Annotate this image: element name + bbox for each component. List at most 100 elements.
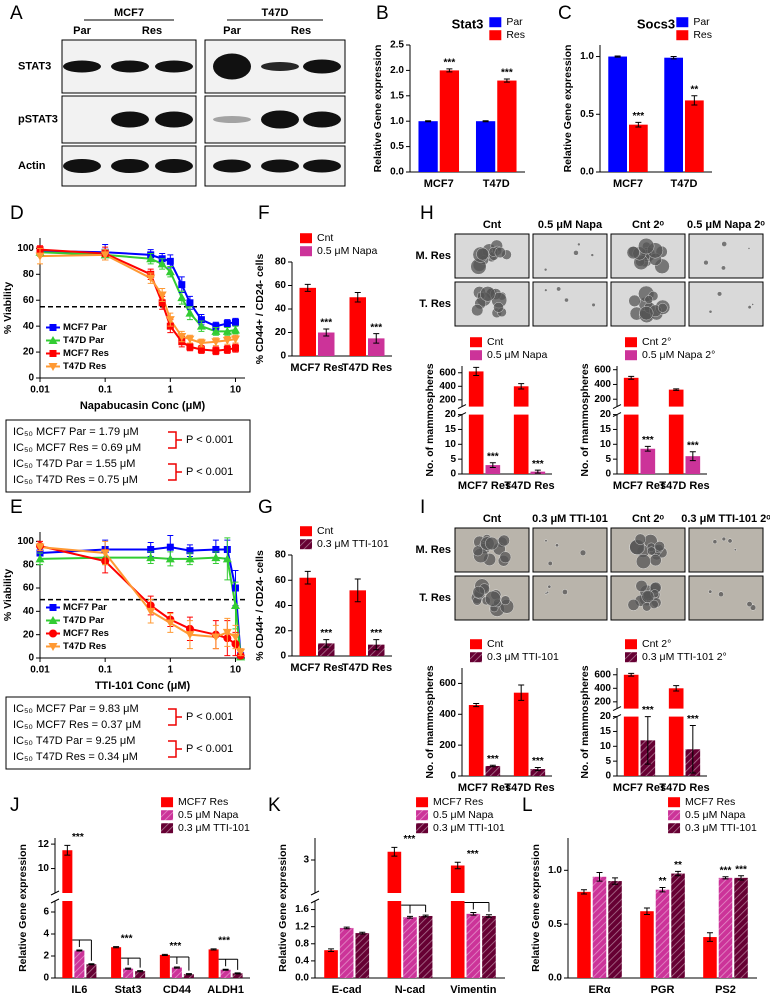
error-bar — [373, 639, 380, 651]
bar — [299, 287, 316, 356]
marker — [223, 345, 231, 353]
blot-lane: Par — [73, 25, 91, 37]
y-axis-label: No. of mammospheres — [424, 363, 436, 476]
sphere — [638, 237, 655, 255]
bar — [468, 705, 484, 776]
legend-label: Cnt — [487, 638, 503, 650]
significance-bracket — [121, 957, 141, 968]
bar — [232, 973, 243, 978]
marker — [49, 349, 57, 357]
error-bar — [628, 672, 635, 677]
sphere — [484, 590, 501, 607]
x-tick-label: PGR — [651, 984, 675, 996]
marker — [186, 299, 194, 307]
ic50-line: IC₅₀ MCF7 Res = 0.69 μM — [13, 442, 141, 454]
legend-label: 0.3 μM TTI-101 2° — [642, 651, 727, 663]
blot-row-label: pSTAT3 — [18, 113, 58, 125]
legend-swatch — [668, 823, 681, 834]
legend-swatch — [625, 652, 637, 663]
micrograph-header: Cnt — [483, 513, 502, 525]
significance: *** — [320, 628, 332, 639]
sphere — [708, 309, 713, 314]
blot-group: T47D — [262, 7, 289, 19]
x-tick-label: IL6 — [71, 984, 87, 996]
legend-swatch — [470, 639, 482, 650]
marker — [186, 343, 194, 351]
micrograph-header: 0.5 μM Napa 2ᵒ — [687, 219, 765, 231]
legend-label: MCF7 Par — [63, 322, 107, 333]
x-tick-label: T47D — [483, 178, 510, 190]
micrograph — [532, 233, 608, 279]
sphere — [500, 595, 511, 606]
y-tick-label: 10 — [600, 741, 612, 752]
micrograph — [532, 281, 608, 327]
significance: *** — [218, 935, 230, 946]
error-bar — [391, 846, 398, 857]
x-tick-label: 0.01 — [30, 385, 50, 396]
error-bar — [489, 462, 496, 468]
y-tick-label: 5 — [605, 756, 611, 767]
legend-label: 0.5 μM Napa — [487, 349, 547, 361]
y-tick-label: 600 — [439, 367, 456, 378]
sphere — [591, 302, 596, 307]
blot-group: MCF7 — [114, 7, 144, 19]
error-bar — [489, 764, 496, 768]
sphere — [718, 591, 724, 598]
bar — [497, 80, 517, 172]
sphere — [639, 306, 654, 321]
sphere — [564, 297, 569, 303]
x-tick-label: MCF7 Res — [613, 480, 666, 492]
significance: *** — [72, 832, 84, 843]
bar — [668, 389, 684, 407]
error-bar — [407, 915, 413, 919]
significance: *** — [501, 68, 513, 79]
legend-label: MCF7 Res — [178, 796, 228, 808]
sphere — [543, 267, 548, 272]
error-bar — [596, 871, 603, 882]
error-bar — [673, 685, 680, 692]
sphere — [703, 259, 709, 266]
y-tick-label: 20 — [23, 629, 35, 640]
legend-swatch — [470, 337, 482, 348]
legend-label: 0.3 μM TTI-101 — [317, 538, 389, 550]
marker — [165, 267, 175, 276]
marker — [231, 344, 239, 352]
y-tick-label: 40 — [275, 304, 287, 315]
ic50-line: IC₅₀ T47D Par = 9.25 μM — [13, 735, 135, 747]
blot-band — [213, 53, 251, 80]
error-bar — [612, 877, 619, 885]
marker — [157, 259, 167, 268]
sphere — [498, 534, 510, 547]
panel-label: G — [258, 497, 273, 518]
sphere — [627, 598, 640, 611]
bar — [349, 297, 366, 356]
bar — [671, 873, 685, 978]
bar — [734, 877, 748, 978]
error-bar — [323, 328, 330, 337]
legend-label: Res — [506, 29, 525, 41]
marker — [166, 543, 174, 551]
panel-label: J — [10, 795, 20, 816]
blot-band — [261, 62, 299, 71]
x-tick-label: MCF7 — [613, 178, 643, 190]
y-tick-label: 5 — [605, 454, 611, 465]
x-tick-label: MCF7 Res — [290, 362, 343, 374]
blot-band — [63, 159, 101, 173]
bar — [208, 949, 219, 978]
significance: ** — [690, 84, 698, 95]
y-tick-label: 0.0 — [390, 167, 404, 178]
sphere — [546, 591, 549, 594]
bar — [135, 971, 146, 978]
y-tick-label: 600 — [594, 669, 611, 680]
y-tick-label: 0.4 — [295, 956, 309, 967]
y-tick-label: 60 — [23, 295, 35, 306]
x-tick-label: MCF7 Res — [613, 782, 666, 794]
bar — [668, 688, 684, 709]
micrograph — [532, 575, 608, 621]
x-tick-label: 0.1 — [98, 665, 112, 676]
marker — [100, 251, 110, 260]
error-bar — [470, 912, 477, 916]
legend-swatch — [416, 797, 429, 808]
error-bar — [534, 767, 541, 772]
